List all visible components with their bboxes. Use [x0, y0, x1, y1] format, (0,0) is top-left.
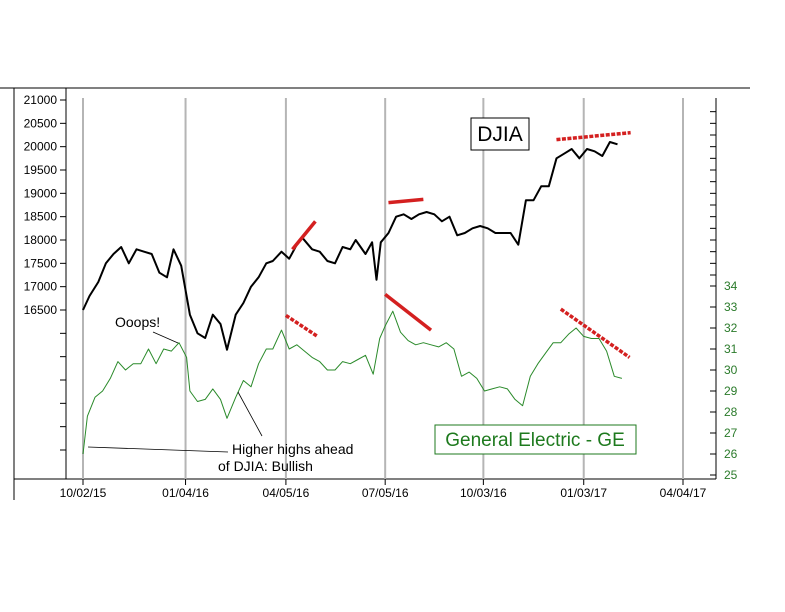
annotation-pointer-left — [87, 446, 229, 453]
right-tick-label-4: 30 — [724, 363, 738, 377]
ge-label: General Electric - GE — [434, 424, 637, 455]
x-tick-label-1: 01/04/16 — [162, 486, 209, 500]
left-axis-ticks: 21000 20500 20000 19500 19000 18500 18000 17500… — [24, 93, 66, 451]
right-tick-label-2: 32 — [724, 321, 738, 335]
annotation-higher-line2: of DJIA: Bullish — [218, 458, 313, 474]
x-tick-label-6: 04/04/17 — [660, 486, 707, 500]
annotation-ooops: Ooops! — [115, 314, 179, 344]
series-line-1 — [82, 310, 623, 455]
annotation-pointer-right — [237, 391, 263, 437]
vertical-grid — [82, 98, 684, 479]
annotation-ooops-text: Ooops! — [115, 314, 160, 330]
right-tick-label-7: 27 — [724, 426, 738, 440]
right-tick-label-5: 29 — [724, 384, 738, 398]
left-tick-label-6: 18000 — [24, 233, 58, 247]
right-tick-label-8: 26 — [724, 447, 738, 461]
right-tick-label-0: 34 — [724, 279, 738, 293]
annotation-ooops-pointer — [152, 331, 179, 344]
x-tick-label-4: 10/03/16 — [460, 486, 507, 500]
trendline-layer — [284, 130, 631, 359]
right-tick-label-1: 33 — [724, 300, 738, 314]
trendline-0 — [291, 220, 317, 251]
trendline-1 — [388, 197, 424, 205]
right-tick-label-6: 28 — [724, 405, 738, 419]
trendline-3 — [284, 313, 319, 338]
trendline-2 — [556, 130, 631, 142]
left-tick-label-2: 20000 — [24, 140, 58, 154]
left-tick-label-9: 16500 — [24, 303, 58, 317]
x-tick-label-3: 07/05/16 — [362, 486, 409, 500]
x-tick-label-0: 10/02/15 — [60, 486, 107, 500]
left-tick-label-1: 20500 — [24, 116, 58, 130]
ge-label-box — [434, 424, 637, 455]
right-axis-ticks: 34 33 32 31 30 29 28 27 26 25 — [710, 111, 738, 482]
x-axis-ticks: 10/02/15 01/04/16 04/05/16 07/05/16 10/03/16… — [60, 479, 707, 500]
series-line-0 — [82, 141, 618, 351]
trendline-4 — [384, 293, 433, 332]
left-tick-label-4: 19000 — [24, 186, 58, 200]
djia-label-box — [470, 117, 530, 151]
series-layer — [82, 141, 623, 455]
left-tick-label-3: 19500 — [24, 163, 58, 177]
left-tick-label-5: 18500 — [24, 210, 58, 224]
djia-label-text: DJIA — [477, 123, 523, 146]
x-tick-label-2: 04/05/16 — [263, 486, 310, 500]
right-tick-label-9: 25 — [724, 468, 738, 482]
ge-label-text: General Electric - GE — [445, 430, 625, 451]
trendline-5 — [559, 307, 631, 359]
annotation-higher-highs: Higher highs ahead of DJIA: Bullish — [87, 391, 353, 474]
djia-label: DJIA — [470, 117, 530, 151]
right-tick-label-3: 31 — [724, 342, 738, 356]
annotation-higher-line1: Higher highs ahead — [232, 441, 353, 457]
x-tick-label-5: 01/03/17 — [560, 486, 607, 500]
left-tick-label-0: 21000 — [24, 93, 58, 107]
left-tick-label-8: 17000 — [24, 280, 58, 294]
left-tick-label-7: 17500 — [24, 256, 58, 270]
